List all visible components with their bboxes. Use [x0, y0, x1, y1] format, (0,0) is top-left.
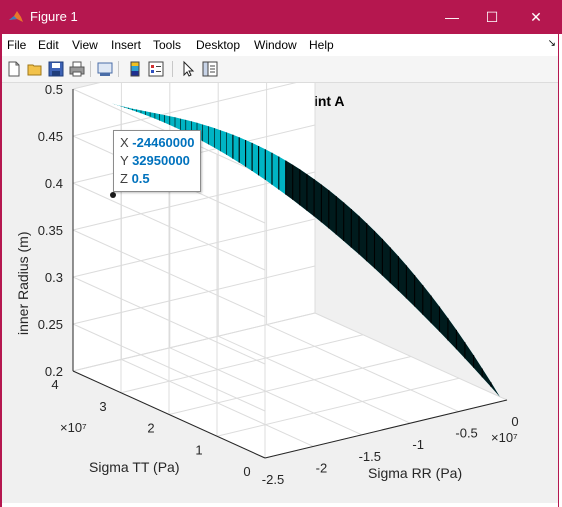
x-tick-labels: -2.5 -2 -1.5 -1 -0.5 0 — [262, 414, 519, 487]
y-axis-label: Sigma TT (Pa) — [89, 459, 180, 475]
y-axis-line — [72, 370, 266, 459]
menu-window[interactable]: Window — [254, 38, 297, 52]
menu-help[interactable]: Help — [309, 38, 334, 52]
datatip-y-label: Y — [120, 153, 129, 168]
z-tick-label: 0.2 — [45, 364, 63, 379]
window-title: Figure 1 — [30, 9, 78, 24]
z-tick-label: 0.3 — [45, 270, 63, 285]
link-plot-icon[interactable] — [96, 60, 114, 78]
y-tick-label: 1 — [195, 442, 202, 457]
datatip-x-label: X — [120, 135, 129, 150]
z-tick-labels: 0.2 0.25 0.3 0.35 0.4 0.45 0.5 — [38, 83, 63, 379]
window-border — [0, 34, 2, 507]
datatip-z-value: 0.5 — [131, 171, 150, 186]
grid-line-y — [120, 334, 364, 394]
datatip-y-value: 32950000 — [132, 153, 190, 168]
menu-edit[interactable]: Edit — [38, 38, 59, 52]
minimize-button[interactable]: — — [445, 9, 459, 25]
surface-dense-region — [285, 160, 500, 397]
grid-line-z — [72, 312, 316, 372]
grid-line-y — [168, 356, 412, 415]
menu-tools[interactable]: Tools — [153, 38, 182, 52]
grid-line-z — [72, 229, 266, 318]
datatip-marker[interactable] — [110, 192, 116, 198]
edit-plot-icon[interactable] — [180, 60, 198, 78]
dock-arrow-icon[interactable]: ↘ — [547, 38, 556, 49]
y-tick-labels: 0 1 2 3 4 — [51, 377, 250, 479]
x-exponent-label: ×10⁷ — [491, 430, 518, 445]
toolbar-separator — [172, 61, 173, 77]
insert-legend-icon[interactable] — [147, 60, 165, 78]
x-axis-label: Sigma RR (Pa) — [368, 465, 462, 481]
x-tick-label: -2 — [316, 460, 328, 475]
grid-line-z — [72, 323, 266, 412]
maximize-button[interactable]: ☐ — [485, 8, 499, 25]
axis-lines — [72, 89, 508, 459]
grid-line-z — [72, 276, 266, 365]
open-file-icon[interactable] — [26, 60, 44, 78]
property-inspector-icon[interactable] — [201, 60, 219, 78]
y-tick-label: 3 — [99, 399, 106, 414]
toolbar-separator — [90, 61, 91, 77]
toolbar — [0, 56, 562, 83]
close-button[interactable]: ✕ — [530, 8, 542, 25]
x-tick-label: -2.5 — [262, 472, 284, 487]
grid-line-z — [72, 182, 266, 271]
surface-mesh — [111, 103, 500, 397]
z-tick-label: 0.4 — [45, 176, 63, 191]
x-tick-label: -1.5 — [359, 449, 381, 464]
save-icon[interactable] — [47, 60, 65, 78]
grid-line-z — [72, 218, 316, 278]
grid-line-z — [72, 83, 297, 137]
z-tick-label: 0.45 — [38, 129, 63, 144]
menu-bar: File Edit View Insert Tools Desktop Wind… — [0, 34, 562, 56]
x-tick-label: -1 — [412, 437, 424, 452]
menu-view[interactable]: View — [72, 38, 98, 52]
x-tick-label: -0.5 — [455, 426, 477, 441]
menu-desktop[interactable]: Desktop — [196, 38, 241, 52]
grid-line-z — [72, 265, 316, 325]
datatip-y-row: Y 32950000 — [120, 152, 200, 170]
x-tick-label: 0 — [511, 414, 518, 429]
y-tick-label: 2 — [147, 421, 154, 436]
z-tick-label: 0.35 — [38, 223, 63, 238]
new-figure-icon[interactable] — [5, 60, 23, 78]
menu-insert[interactable]: Insert — [111, 38, 142, 52]
insert-colorbar-icon[interactable] — [126, 60, 144, 78]
z-tick-label: 0.25 — [38, 317, 63, 332]
toolbar-separator — [118, 61, 119, 77]
print-icon[interactable] — [68, 60, 86, 78]
y-tick-label: 0 — [243, 464, 250, 479]
grid-line-y — [216, 377, 460, 437]
datatip-z-label: Z — [120, 171, 128, 186]
menu-file[interactable]: File — [7, 38, 27, 52]
y-exponent-label: ×10⁷ — [60, 420, 87, 435]
z-axis-label: inner Radius (m) — [15, 232, 31, 335]
matlab-logo-icon — [9, 11, 23, 22]
datatip-x-value: -24460000 — [132, 135, 195, 150]
window-border — [558, 34, 562, 507]
y-tick-label: 4 — [51, 377, 58, 392]
datatip-z-row: Z 0.5 — [120, 170, 200, 188]
z-tick-label: 0.5 — [45, 83, 63, 97]
datatip-x-row: X -24460000 — [120, 134, 200, 152]
title-bar: Figure 1 — ☐ ✕ — [0, 0, 562, 34]
data-tip[interactable]: X -24460000 Y 32950000 Z 0.5 — [113, 130, 201, 192]
x-axis-line — [264, 399, 508, 459]
